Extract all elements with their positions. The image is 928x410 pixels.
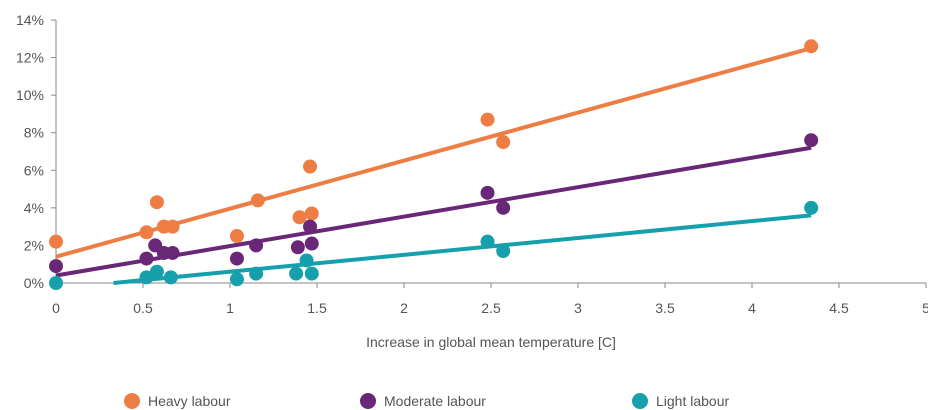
point-moderate-labour xyxy=(303,219,318,234)
x-tick-label: 4.5 xyxy=(829,300,849,316)
point-moderate-labour xyxy=(139,251,154,266)
y-tick-label: 6% xyxy=(24,162,44,178)
legend-label: Light labour xyxy=(656,393,730,409)
legend-label: Moderate labour xyxy=(384,393,486,409)
point-moderate-labour xyxy=(290,240,305,255)
x-tick-label: 1.5 xyxy=(307,300,327,316)
point-light-labour xyxy=(139,270,154,285)
point-moderate-labour xyxy=(496,200,511,215)
legend-swatch xyxy=(124,393,140,409)
x-tick-label: 3 xyxy=(574,300,582,316)
x-tick-label: 2 xyxy=(400,300,408,316)
point-heavy-labour xyxy=(139,225,154,240)
x-axis-label: Increase in global mean temperature [C] xyxy=(366,334,616,350)
legend: Heavy labour Moderate labour Light labour xyxy=(124,393,730,409)
y-tick-label: 4% xyxy=(24,200,44,216)
x-tick-label: 5 xyxy=(922,300,928,316)
point-light-labour xyxy=(299,253,314,268)
point-light-labour xyxy=(304,266,319,281)
legend-swatch xyxy=(632,393,648,409)
y-tick-label: 0% xyxy=(24,275,44,291)
point-heavy-labour xyxy=(49,234,63,249)
point-light-labour xyxy=(163,270,178,285)
point-moderate-labour xyxy=(480,185,495,200)
x-tick-label: 0 xyxy=(52,300,60,316)
point-heavy-labour xyxy=(292,210,307,225)
x-tick-label: 2.5 xyxy=(481,300,501,316)
point-heavy-labour xyxy=(303,159,318,174)
point-moderate-labour xyxy=(165,245,180,260)
y-tick-label: 2% xyxy=(24,237,44,253)
trend-lines xyxy=(55,46,812,285)
data-points xyxy=(49,39,819,290)
y-tick-label: 10% xyxy=(16,87,44,103)
x-tick-label: 1 xyxy=(226,300,234,316)
point-moderate-labour xyxy=(304,236,319,251)
point-light-labour xyxy=(289,266,304,281)
point-light-labour xyxy=(480,234,495,249)
legend-label: Heavy labour xyxy=(148,393,231,409)
trend-line-moderate-labour xyxy=(55,145,812,278)
point-light-labour xyxy=(149,264,164,279)
trend-line-heavy-labour xyxy=(55,46,812,259)
point-heavy-labour xyxy=(496,135,511,150)
x-tick-label: 4 xyxy=(748,300,756,316)
legend-item-light-labour: Light labour xyxy=(632,393,730,409)
y-tick-label: 8% xyxy=(24,125,44,141)
point-light-labour xyxy=(804,200,819,215)
point-heavy-labour xyxy=(149,195,164,210)
point-heavy-labour xyxy=(304,206,319,221)
point-light-labour xyxy=(249,266,264,281)
point-moderate-labour xyxy=(249,238,264,253)
point-heavy-labour xyxy=(165,219,180,234)
legend-item-moderate-labour: Moderate labour xyxy=(360,393,486,409)
point-heavy-labour xyxy=(250,193,265,208)
point-heavy-labour xyxy=(480,112,495,127)
point-heavy-labour xyxy=(804,39,819,54)
x-tick-label: 3.5 xyxy=(655,300,675,316)
y-tick-label: 14% xyxy=(16,12,44,28)
point-light-labour xyxy=(496,244,511,259)
point-moderate-labour xyxy=(229,251,244,266)
point-light-labour xyxy=(229,272,244,287)
y-tick-label: 12% xyxy=(16,50,44,66)
legend-swatch xyxy=(360,393,376,409)
point-heavy-labour xyxy=(229,229,244,244)
chart-axes: 0% 2% 4% 6% 8% 10% 12% 14% 0 0.5 1 1.5 2 2.5 3 3.5 4 4.5 5 xyxy=(16,12,928,316)
point-light-labour xyxy=(49,276,63,290)
point-moderate-labour xyxy=(804,133,819,148)
x-tick-label: 0.5 xyxy=(133,300,153,316)
point-moderate-labour xyxy=(49,259,63,274)
legend-item-heavy-labour: Heavy labour xyxy=(124,393,231,409)
trend-line-light-labour xyxy=(113,213,812,285)
